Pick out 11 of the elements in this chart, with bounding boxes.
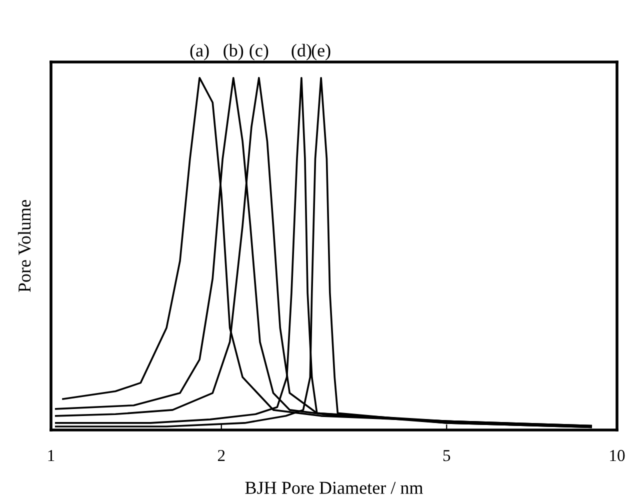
x-tick-label: 5 xyxy=(443,450,450,462)
y-axis-title: Pore Volume xyxy=(18,200,31,292)
series-label: (e) xyxy=(312,44,330,60)
x-tick-label: 10 xyxy=(610,450,625,462)
series-label: (c) xyxy=(250,44,268,60)
x-tick-label: 1 xyxy=(48,450,54,462)
series-label: (b) xyxy=(224,44,244,60)
x-axis-title: BJH Pore Diameter / nm xyxy=(245,482,423,494)
series-label: (a) xyxy=(190,44,209,60)
x-tick-label: 2 xyxy=(218,450,225,462)
series-label: (d) xyxy=(292,44,312,60)
